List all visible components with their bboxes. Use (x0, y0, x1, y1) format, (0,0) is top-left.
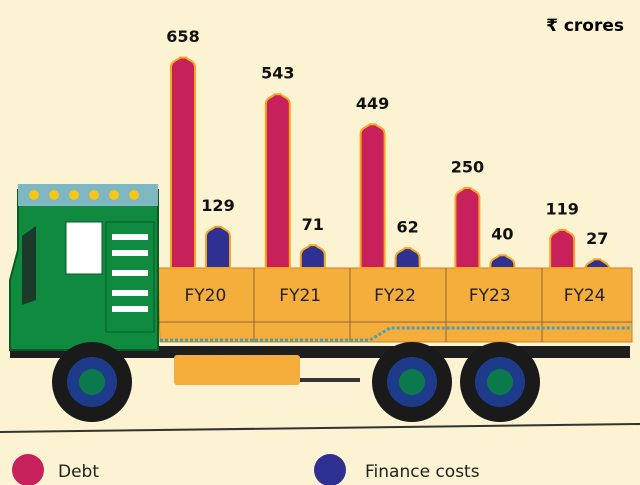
legend-swatch (314, 454, 346, 485)
bar (584, 258, 611, 270)
bar (205, 225, 231, 269)
x-tick-label: FY21 (279, 286, 321, 306)
bar (394, 247, 421, 269)
unit-label: ₹ crores (546, 16, 624, 36)
value-label: 71 (302, 215, 324, 234)
x-tick-label: FY23 (469, 286, 511, 306)
x-tick-label: FY22 (374, 286, 416, 306)
ground (0, 423, 640, 433)
x-tick-label: FY20 (185, 286, 227, 306)
value-label: 449 (356, 94, 389, 113)
bar (264, 93, 291, 269)
value-label: 543 (261, 64, 294, 83)
wheels (52, 342, 540, 422)
fuel-tank (174, 355, 300, 385)
truck-cab (9, 184, 159, 351)
legend-label: Finance costs (365, 462, 480, 482)
value-label: 40 (491, 225, 513, 244)
value-label: 62 (396, 218, 418, 237)
value-label: 27 (586, 229, 608, 248)
value-label: 129 (201, 196, 234, 215)
value-label: 250 (451, 158, 484, 177)
legend-swatch (12, 454, 44, 485)
bar (454, 187, 481, 269)
bar (549, 228, 576, 269)
bar (170, 56, 196, 269)
bar (299, 244, 326, 269)
x-tick-label: FY24 (564, 286, 606, 306)
value-label: 119 (545, 199, 578, 218)
bar (359, 123, 386, 269)
legend-label: Debt (58, 462, 99, 482)
bar (489, 254, 516, 269)
value-label: 658 (166, 27, 199, 46)
